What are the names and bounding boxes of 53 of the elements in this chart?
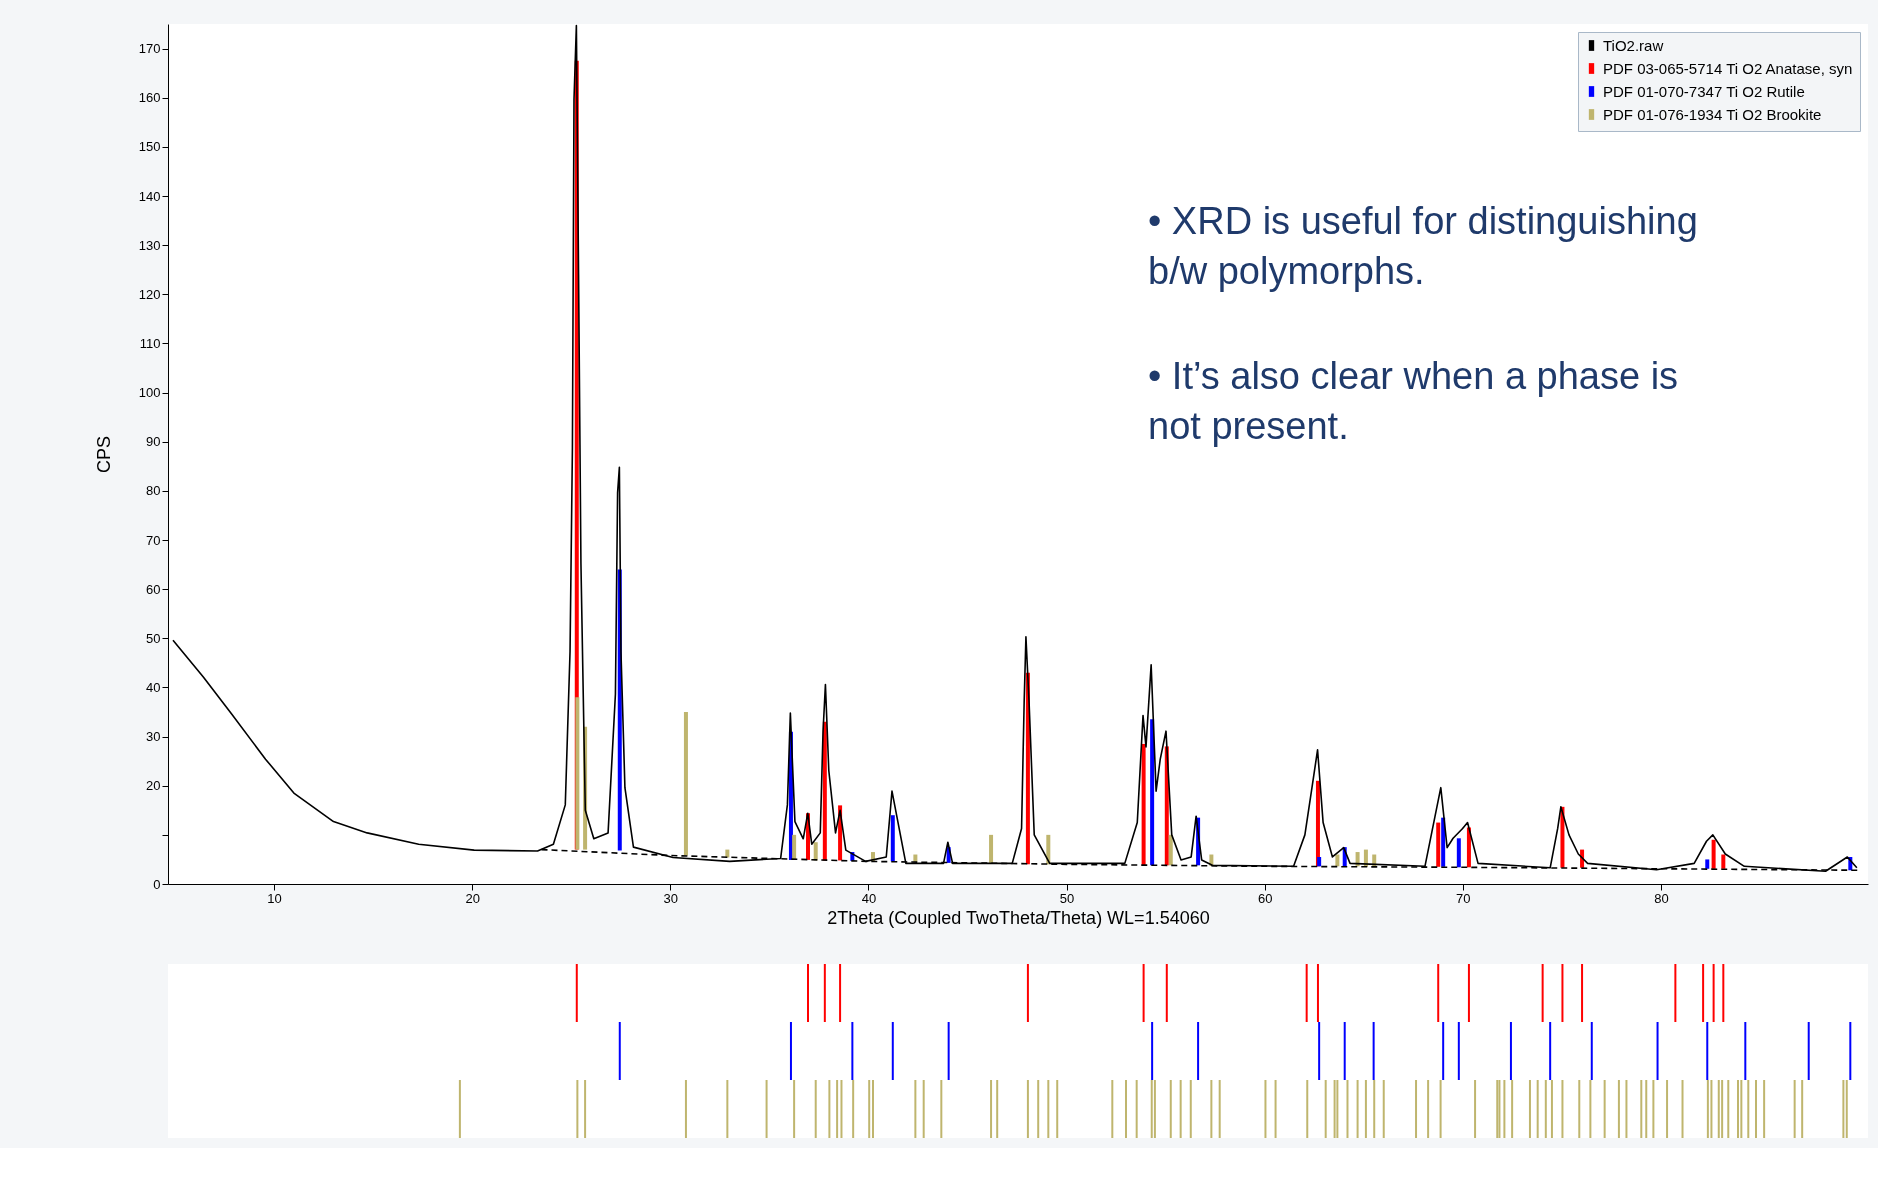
bar: [890, 815, 895, 862]
y-tick-label: 170: [138, 41, 161, 57]
y-tick-label: 140: [138, 188, 161, 204]
x-tick-label: 80: [1654, 890, 1669, 906]
annotation: • XRD is useful for distinguishing b/w polymorphs.: [1148, 200, 1698, 292]
bar: [1436, 822, 1441, 867]
y-tick-label: 110: [139, 335, 161, 351]
y-tick-label: 90: [146, 434, 161, 450]
bar: [1466, 827, 1471, 868]
bar: [1721, 854, 1726, 869]
bar: [1168, 834, 1173, 866]
y-tick-label: 60: [146, 581, 161, 597]
x-tick-label: 70: [1456, 890, 1471, 906]
y-tick-label: 130: [138, 237, 161, 253]
y-axis-title: CPS: [93, 435, 114, 474]
line-series: [172, 24, 1858, 873]
x-tick-label: 40: [861, 890, 877, 906]
bar: [1335, 854, 1340, 867]
x-tick-label: 20: [465, 890, 480, 906]
bar: [1150, 719, 1155, 866]
bar: [822, 721, 827, 861]
legend-label: PDF 01-070-7347 Ti O2 Rutile: [1603, 82, 1805, 100]
bar: [1315, 780, 1320, 867]
y-tick-label: 20: [146, 778, 161, 794]
x-tick-label: 10: [267, 890, 282, 906]
bar: [1317, 856, 1322, 867]
bar: [1705, 859, 1710, 869]
y-tick-label: 80: [146, 483, 161, 499]
annotation: • It’s also clear when a phase is not present.: [1148, 355, 1679, 447]
legend-label: PDF 01-076-1934 Ti O2 Brookite: [1603, 105, 1822, 123]
y-tick-label: 150: [138, 139, 161, 155]
y-tick-label: 120: [138, 286, 161, 302]
x-tick-label: 60: [1257, 890, 1273, 906]
y-tick-label: 160: [138, 90, 161, 106]
bar: [1711, 839, 1716, 869]
y-tick-label: 70: [146, 532, 161, 548]
bar: [1141, 743, 1146, 866]
bar: [575, 697, 580, 850]
x-tick-label: 50: [1059, 890, 1075, 906]
y-tick-label: 40: [146, 679, 161, 695]
x-axis-title: 2Theta (Coupled TwoTheta/Theta) WL=1.54060: [827, 907, 1210, 928]
bar: [683, 712, 688, 856]
bar: [813, 842, 818, 861]
y-tick-label: 30: [146, 729, 161, 745]
y-tick-label: 50: [146, 630, 161, 646]
bar: [989, 834, 994, 864]
y-tick-label: 100: [138, 385, 161, 401]
legend-label: PDF 03-065-5714 Ti O2 Anatase, syn: [1603, 59, 1853, 77]
x-tick-label: 30: [663, 890, 679, 906]
bar: [1456, 838, 1461, 868]
legend-label: TiO2.raw: [1603, 36, 1664, 54]
y-tick-label: 0: [153, 876, 161, 892]
bar: [792, 834, 797, 860]
